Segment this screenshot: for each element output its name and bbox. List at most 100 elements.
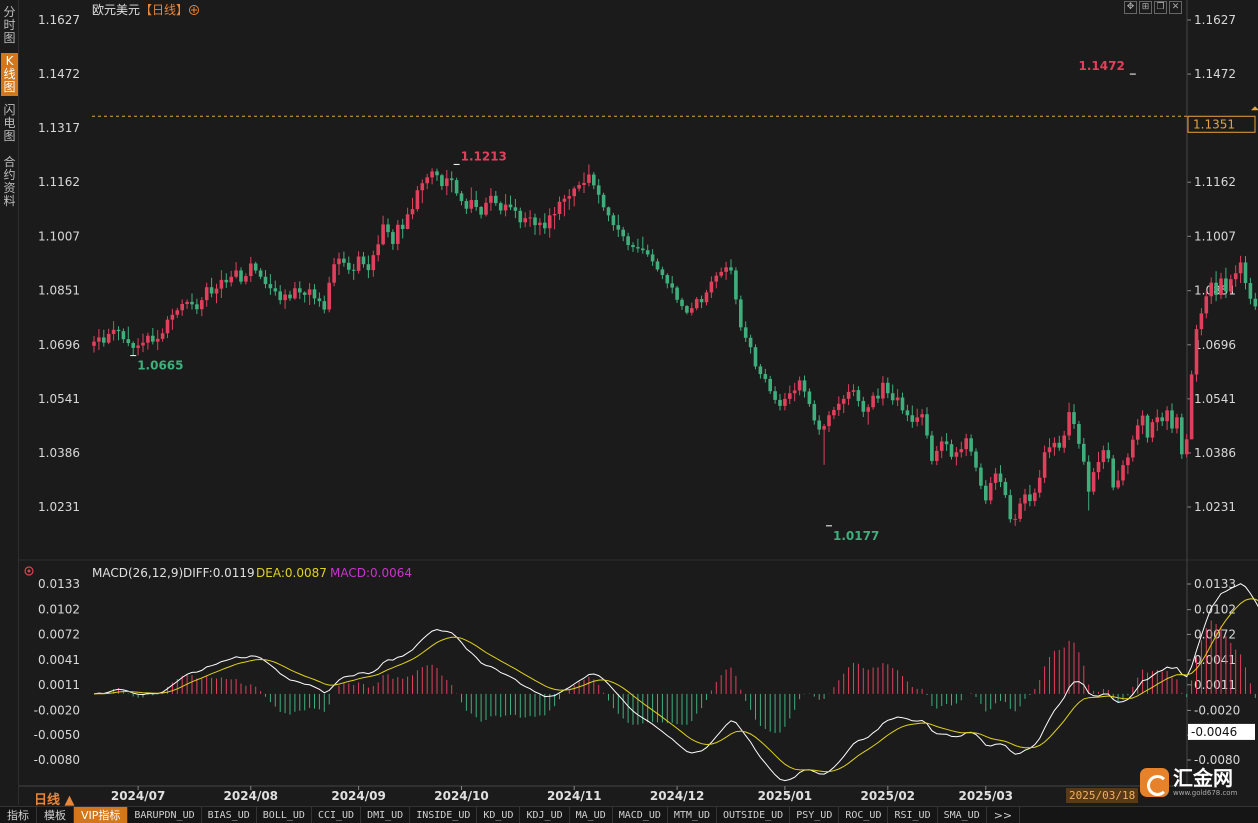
indicator-tab-[interactable]: 模板 [37, 806, 74, 823]
candle-body [1101, 450, 1106, 462]
candle-body [381, 224, 385, 245]
candle-body [347, 262, 351, 270]
candle-body [665, 275, 670, 284]
current-price-line: 1.1351 [92, 106, 1258, 133]
candle-body [278, 291, 282, 301]
candle-body [944, 441, 949, 445]
macd-tick-label-left: -0.0020 [34, 703, 80, 717]
candle-body [1204, 296, 1209, 314]
candle-body [111, 329, 116, 334]
indicator-tab-[interactable]: >> [987, 806, 1021, 823]
indicator-tab-dmi-ud[interactable]: DMI_UD [361, 806, 411, 823]
candle-body [219, 279, 224, 289]
tile-icon[interactable]: ⊞ [1139, 1, 1152, 14]
indicator-tab-roc-ud[interactable]: ROC_UD [839, 806, 889, 823]
candle-body [302, 292, 307, 295]
circle-plus-icon[interactable] [189, 5, 199, 15]
price-tick-label: 1.1162 [1194, 175, 1236, 189]
indicator-tab-kd-ud[interactable]: KD_UD [477, 806, 521, 823]
candle-body [611, 215, 616, 226]
date-tick-label: 2024/07 [111, 789, 165, 803]
macd-tick-label-left: 0.0041 [38, 653, 80, 667]
candle-body [1121, 465, 1125, 481]
indicator-tab-rsi-ud[interactable]: RSI_UD [888, 806, 938, 823]
restore-icon[interactable]: ❐ [1154, 1, 1167, 14]
candle-body [739, 299, 743, 328]
candle-body [459, 193, 464, 202]
tab-kline[interactable]: K线图 [1, 53, 18, 96]
candle-body [136, 345, 140, 348]
candle-body [984, 485, 988, 501]
indicator-tab-[interactable]: 指标 [0, 806, 37, 823]
indicator-tab-bias-ud[interactable]: BIAS_UD [202, 806, 257, 823]
kline-chart[interactable]: 1.16271.16271.14721.14721.13171.13171.11… [19, 0, 1258, 806]
indicator-tab-inside-ud[interactable]: INSIDE_UD [410, 806, 478, 823]
settings-gear-icon[interactable] [24, 566, 34, 576]
price-tick-label: 1.0696 [1194, 338, 1236, 352]
tab-contract-info[interactable]: 合约资料 [3, 155, 16, 208]
indicator-tab-macd-ud[interactable]: MACD_UD [613, 806, 668, 823]
indicator-tab-kdj-ud[interactable]: KDJ_UD [520, 806, 570, 823]
candle-body [788, 393, 792, 399]
candle-body [866, 407, 870, 412]
indicator-tab-barupdn-ud[interactable]: BARUPDN_UD [128, 806, 202, 823]
candle-body [1116, 480, 1120, 488]
tab-flash-chart[interactable]: 闪电图 [3, 103, 16, 143]
candle-body [1199, 313, 1204, 330]
indicator-tab-cci-ud[interactable]: CCI_UD [312, 806, 362, 823]
candle-body [543, 222, 547, 229]
fullscreen-icon[interactable]: ✥ [1124, 1, 1137, 14]
indicator-tab-sma-ud[interactable]: SMA_UD [938, 806, 987, 823]
candle-body [655, 261, 660, 270]
candle-body [871, 395, 875, 408]
indicator-tab-psy-ud[interactable]: PSY_UD [790, 806, 840, 823]
date-tick-label: 2024/08 [224, 789, 278, 803]
candle-body [1214, 282, 1218, 295]
candle-body [1013, 518, 1017, 520]
candle-body [327, 282, 331, 310]
candle-body [1106, 450, 1111, 459]
candle-body [964, 438, 968, 450]
period-tag[interactable]: 【日线】 [140, 3, 188, 17]
date-tick-label: 2024/11 [547, 789, 601, 803]
candle-body [1135, 425, 1140, 440]
candle-body [1082, 443, 1086, 462]
candle-body [1175, 417, 1179, 429]
candle-body [939, 441, 944, 451]
candle-body [239, 270, 243, 282]
candle-body [484, 202, 488, 215]
candle-body [547, 215, 552, 229]
indicator-tab-outside-ud[interactable]: OUTSIDE_UD [717, 806, 791, 823]
indicator-tab-ma-ud[interactable]: MA_UD [570, 806, 613, 823]
candle-body [474, 200, 478, 207]
candle-body [758, 366, 763, 375]
logo-text: 汇金网 [1173, 766, 1233, 790]
tab-time-sharing[interactable]: 分时图 [3, 5, 16, 45]
price-tick-label-left: 1.1162 [38, 175, 80, 189]
macd-histogram [98, 620, 1256, 733]
indicator-tab-mtm-ud[interactable]: MTM_UD [668, 806, 717, 823]
candle-body [797, 380, 802, 391]
candle-body [440, 175, 444, 187]
macd-dea-label: DEA:0.0087 [256, 566, 327, 580]
candle-body [685, 306, 689, 313]
candle-body [1077, 423, 1081, 444]
period-selector[interactable]: 日线 ▲ [34, 793, 75, 808]
candle-body [1023, 494, 1027, 504]
indicator-tab-boll-ud[interactable]: BOLL_UD [257, 806, 312, 823]
candle-body [371, 255, 376, 271]
candle-body [322, 301, 327, 310]
candle-body [1233, 273, 1238, 280]
indicator-tab-vip[interactable]: VIP指标 [74, 806, 129, 823]
candle-body [503, 204, 508, 211]
candle-body [1062, 435, 1066, 448]
candle-body [435, 171, 439, 176]
close-icon[interactable]: ✕ [1169, 1, 1182, 14]
candle-body [954, 452, 959, 457]
candle-body [253, 263, 258, 271]
price-tick-label-left: 1.0231 [38, 500, 80, 514]
candle-body [1096, 461, 1101, 473]
candle-body [366, 264, 371, 271]
candle-body [141, 342, 145, 346]
candle-body [670, 283, 674, 288]
